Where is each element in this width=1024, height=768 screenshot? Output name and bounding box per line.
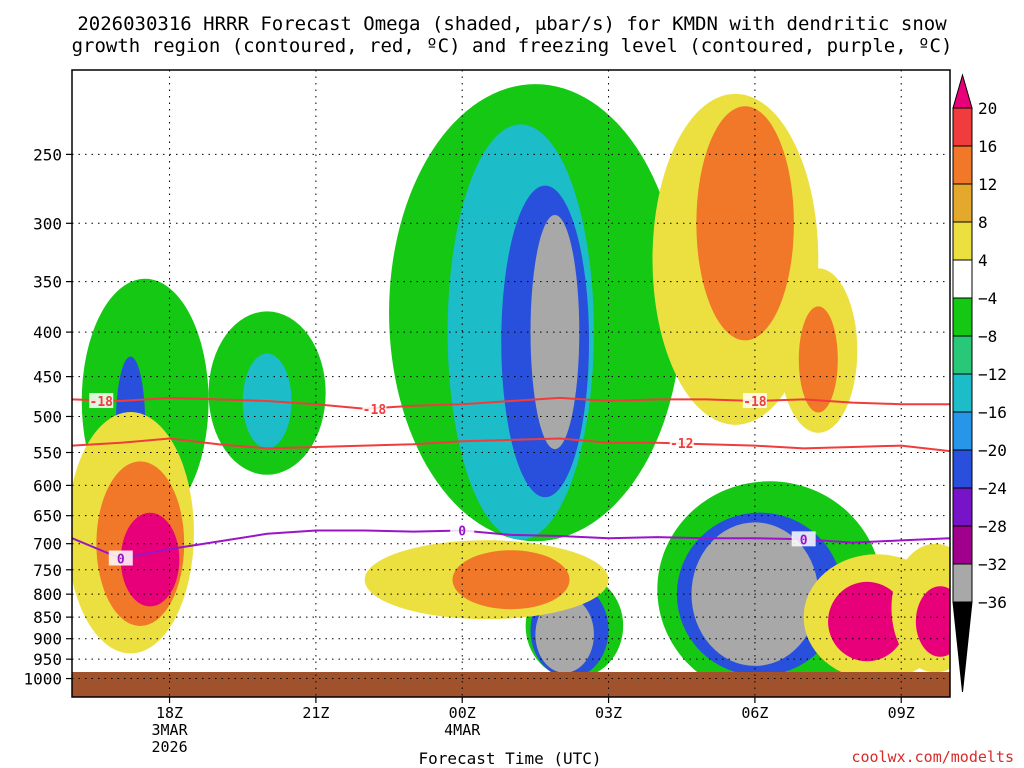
colorbar-top-arrow [952, 73, 973, 109]
contour-0 [72, 396, 950, 410]
y-tick-label-450: 450 [33, 368, 62, 387]
colorbar-label-0: 20 [978, 99, 997, 118]
omega-shaded-regions [72, 84, 950, 697]
contour-label-bg [362, 400, 387, 416]
ground-layer [72, 672, 950, 697]
y-tick-label-950: 950 [33, 650, 62, 669]
colorbar-label-12: −32 [978, 555, 1007, 574]
y-tick-label-650: 650 [33, 507, 62, 526]
x-tick-label-09Z: 09Z [888, 704, 915, 722]
x-tick-label-03Z: 03Z [595, 704, 622, 722]
x-tick-label-06Z: 06Z [741, 704, 768, 722]
colorbar-bottom-arrow [952, 601, 973, 693]
colorbar-label-1: 16 [978, 137, 997, 156]
y-tick-label-350: 350 [33, 273, 62, 292]
contour-label-bg [89, 393, 114, 409]
contour-label-0-1: -18 [363, 403, 387, 418]
contour-1 [72, 437, 950, 453]
colorbar-swatch-11 [952, 487, 973, 527]
contour-label-0-2: -18 [743, 395, 767, 410]
x-axis-label: Forecast Time (UTC) [418, 749, 601, 768]
colorbar-swatch-12 [952, 525, 973, 565]
colorbar-swatch-9 [952, 411, 973, 451]
contour-label-bg [669, 434, 694, 450]
colorbar-label-10: −24 [978, 479, 1007, 498]
y-axis: 250 300 350 400 450 500 550 600 650 700 750 800 850 9… [23, 145, 72, 689]
omega-region-24 [828, 581, 907, 662]
y-tick-label-850: 850 [33, 608, 62, 627]
contour-label-0-0: -18 [90, 395, 114, 410]
omega-region-16 [120, 512, 180, 607]
contour-label-2-0: 0 [117, 553, 125, 568]
colorbar-swatch-3 [952, 183, 973, 223]
y-tick-label-500: 500 [33, 407, 62, 426]
colorbar-label-7: −12 [978, 365, 1007, 384]
y-tick-label-1000: 1000 [23, 670, 62, 689]
colorbar-swatch-4 [952, 221, 973, 261]
omega-region-13 [535, 596, 594, 673]
y-tick-label-300: 300 [33, 214, 62, 233]
colorbar-swatch-8 [952, 373, 973, 413]
colorbar: 20 16 12 8 4 −4 −8 −12 −16 −20 −24 −28 −32 −36 [952, 73, 1007, 693]
contour-label-1-0: -12 [670, 437, 693, 452]
credit-text: coolwx.com/modelts [851, 748, 1014, 766]
colorbar-swatch-1 [952, 107, 973, 147]
colorbar-label-2: 12 [978, 175, 997, 194]
contour-label-bg [450, 522, 475, 538]
colorbar-label-6: −8 [978, 327, 997, 346]
colorbar-label-5: −4 [978, 289, 997, 308]
y-tick-label-700: 700 [33, 535, 62, 554]
colorbar-label-9: −20 [978, 441, 1007, 460]
colorbar-swatch-7 [952, 335, 973, 375]
chart-title-line2: growth region (contoured, red, ºC) and f… [72, 35, 953, 57]
omega-region-20 [452, 550, 570, 610]
contour-label-bg [742, 393, 767, 409]
omega-region-22 [798, 306, 838, 413]
colorbar-label-13: −36 [978, 593, 1007, 612]
x-tick-label-18Z: 18Z [156, 704, 183, 722]
colorbar-swatch-2 [952, 145, 973, 185]
contour-label-bg [791, 531, 816, 547]
colorbar-label-11: −28 [978, 517, 1007, 536]
colorbar-swatch-5 [952, 259, 973, 299]
x-tick-date-18Z: 3MAR [151, 721, 188, 739]
colorbar-swatch-10 [952, 449, 973, 489]
contours: -18 -18 -18 -12 0 0 0 [72, 393, 950, 568]
contour-label-2-2: 0 [800, 533, 808, 548]
grid-lines [72, 70, 950, 697]
omega-region-18 [696, 106, 794, 341]
colorbar-swatch-13 [952, 563, 973, 603]
colorbar-label-4: 4 [978, 251, 988, 270]
y-tick-label-250: 250 [33, 145, 62, 164]
x-tick-date-00Z: 4MAR [444, 721, 481, 739]
colorbar-swatch-6 [952, 297, 973, 337]
y-tick-label-600: 600 [33, 476, 62, 495]
y-tick-label-800: 800 [33, 585, 62, 604]
contour-label-bg [108, 550, 133, 566]
y-tick-label-750: 750 [33, 561, 62, 580]
contour-label-2-1: 0 [458, 524, 466, 539]
chart-title-line1: 2026030316 HRRR Forecast Omega (shaded, … [77, 13, 947, 35]
y-tick-label-550: 550 [33, 444, 62, 463]
plot-frame [71, 69, 951, 698]
y-tick-label-900: 900 [33, 630, 62, 649]
x-tick-label-00Z: 00Z [449, 704, 476, 722]
colorbar-label-3: 8 [978, 213, 988, 232]
colorbar-label-8: −16 [978, 403, 1007, 422]
y-tick-label-400: 400 [33, 323, 62, 342]
omega-region-3 [530, 215, 580, 450]
x-tick-year-18Z: 2026 [151, 738, 187, 756]
x-tick-label-21Z: 21Z [302, 704, 329, 722]
